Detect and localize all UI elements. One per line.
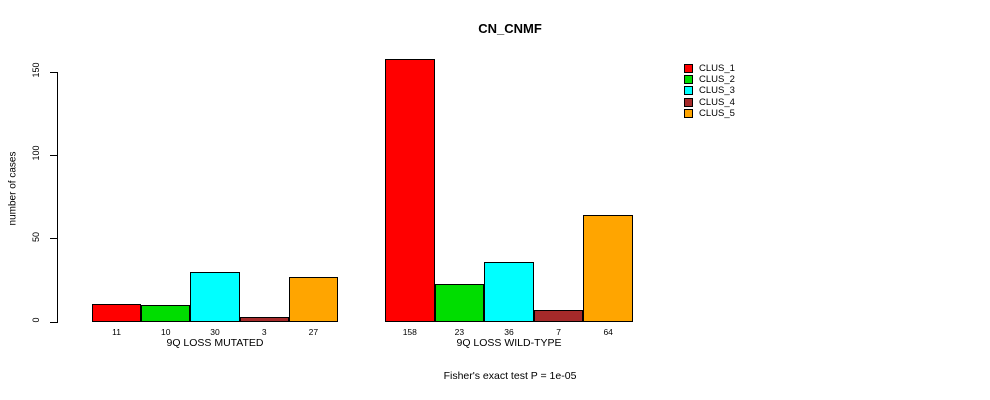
y-tick-label-100: 100: [31, 145, 41, 161]
y-tick-mark-150: [50, 71, 57, 73]
bar-clus_3-group-1: [190, 272, 240, 322]
y-tick-label-150: 150: [31, 62, 41, 78]
legend-label-clus_2: CLUS_2: [699, 74, 735, 86]
legend-label-clus_5: CLUS_5: [699, 107, 735, 119]
legend-swatch-clus_3: [684, 86, 693, 96]
y-tick-mark-50: [50, 238, 57, 240]
bar-value-label-clus_2-group-1: 10: [161, 327, 171, 337]
legend-swatch-clus_5: [684, 108, 693, 118]
bar-clus_2-group-1: [141, 305, 191, 322]
y-axis-line: [57, 72, 58, 323]
legend-item-clus_1: CLUS_1: [684, 63, 735, 74]
chart-title: CN_CNMF: [478, 21, 542, 36]
bar-value-label-clus_5-group-1: 27: [308, 327, 319, 337]
legend-item-clus_5: CLUS_5: [684, 108, 735, 119]
bar-clus_5-group-2: [583, 215, 633, 322]
bar-value-label-clus_2-group-2: 23: [454, 327, 465, 337]
y-tick-mark-0: [50, 321, 57, 323]
legend-swatch-clus_2: [684, 75, 693, 85]
y-tick-label-50: 50: [31, 231, 41, 242]
legend-item-clus_3: CLUS_3: [684, 85, 735, 96]
legend: CLUS_1 CLUS_2 CLUS_3 CLUS_4 CLUS_5: [684, 63, 735, 119]
legend-label-clus_4: CLUS_4: [699, 96, 735, 108]
bar-clus_2-group-2: [434, 283, 485, 322]
bar-clus_3-group-2: [484, 262, 534, 322]
x-group-label-wild-type: 9Q LOSS WILD-TYPE: [456, 337, 562, 349]
bar-value-label-clus_3-group-1: 30: [210, 327, 220, 337]
fisher-test-annotation: Fisher's exact test P = 1e-05: [443, 370, 577, 382]
legend-item-clus_2: CLUS_2: [684, 74, 735, 85]
legend-swatch-clus_4: [684, 97, 693, 107]
bar-clus_4-group-2: [533, 310, 584, 322]
bar-value-label-clus_1-group-2: 158: [402, 327, 417, 337]
bar-value-label-clus_4-group-2: 7: [556, 327, 561, 337]
y-axis-title: number of cases: [7, 151, 19, 226]
bar-value-label-clus_4-group-1: 3: [261, 327, 267, 337]
legend-label-clus_3: CLUS_3: [699, 85, 735, 97]
bar-clus_1-group-1: [92, 303, 142, 322]
legend-item-clus_4: CLUS_4: [684, 97, 735, 108]
bar-clus_4-group-1: [239, 317, 289, 322]
y-tick-mark-100: [50, 154, 57, 156]
bar-clus_5-group-1: [288, 277, 338, 322]
bar-clus_1-group-2: [385, 58, 435, 322]
bar-value-label-clus_1-group-1: 11: [112, 327, 121, 337]
y-tick-label-0: 0: [31, 317, 41, 323]
legend-swatch-clus_1: [684, 64, 693, 74]
bar-value-label-clus_3-group-2: 36: [504, 327, 514, 337]
legend-label-clus_1: CLUS_1: [699, 63, 735, 75]
bar-value-label-clus_5-group-2: 64: [603, 327, 613, 337]
x-group-label-mutated: 9Q LOSS MUTATED: [166, 337, 264, 349]
